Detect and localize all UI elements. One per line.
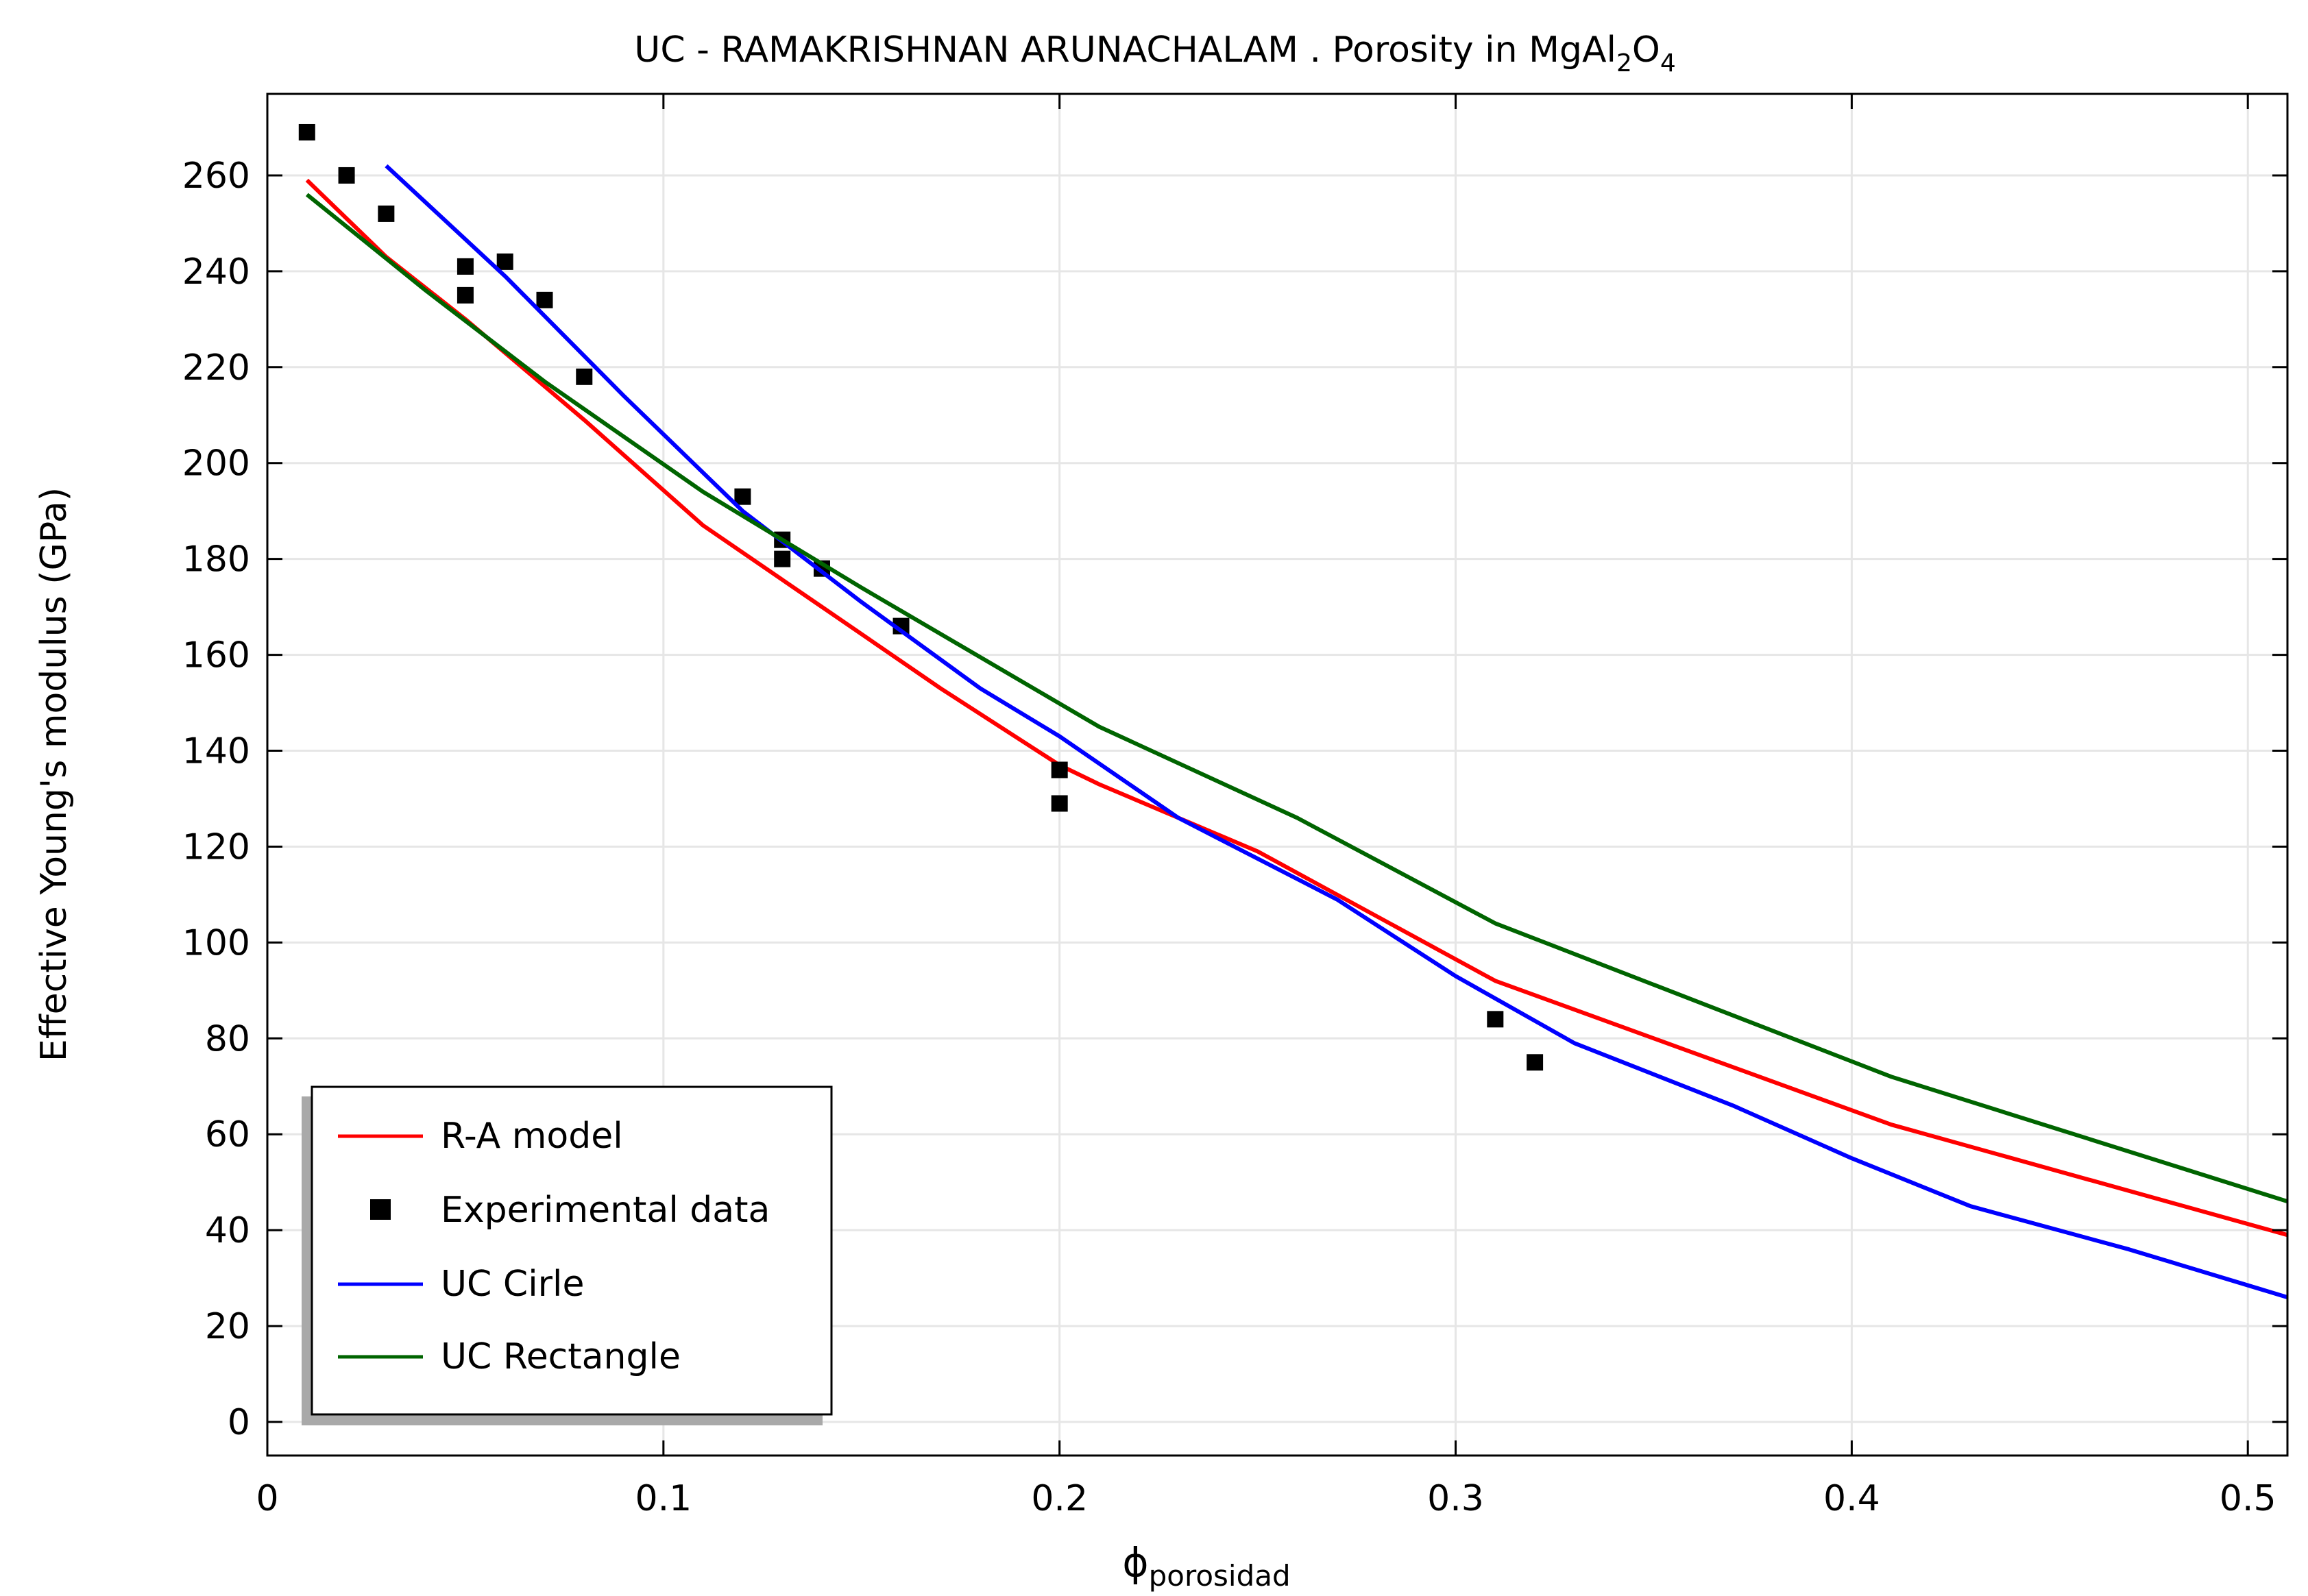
plot-frame [266, 93, 2289, 1457]
data-point [1051, 795, 1068, 812]
data-point [576, 368, 593, 385]
y-tick-label: 40 [205, 1210, 250, 1251]
y-tick-label: 80 [205, 1018, 250, 1059]
title-main: UC - RAMAKRISHNAN ARUNACHALAM . Porosity… [634, 29, 1616, 71]
y-tick-label: 0 [228, 1402, 250, 1443]
legend: R-A model Experimental data UC Cirle UC … [302, 1085, 833, 1425]
x-axis-label: ϕporosidad [1122, 1539, 1290, 1593]
x-tick-label: 0.5 [2220, 1478, 2276, 1519]
data-point [298, 123, 315, 140]
data-point [1487, 1011, 1504, 1028]
data-point [1527, 1054, 1544, 1071]
title-mid: O [1632, 29, 1660, 71]
axis-ticks: 0 0.1 0.2 0.3 0.4 0.5 0 20 40 60 80 100 120 140 160 180… [182, 94, 2287, 1519]
title-subscript-1: 2 [1616, 49, 1632, 77]
x-axis-label-subscript: porosidad [1149, 1559, 1291, 1593]
x-tick-label: 0 [256, 1478, 278, 1519]
y-tick-label: 100 [182, 922, 250, 963]
data-point [1051, 761, 1068, 778]
y-tick-label: 60 [205, 1114, 250, 1155]
data-point [457, 286, 474, 304]
data-point [536, 291, 553, 308]
legend-box [311, 1085, 833, 1416]
legend-label-experimental-data: Experimental data [441, 1190, 770, 1231]
y-axis-label: Effective Young's modulus (GPa) [34, 487, 75, 1061]
data-point [378, 205, 395, 222]
data-point [734, 488, 751, 505]
y-tick-label: 160 [182, 635, 250, 676]
y-tick-label: 260 [182, 156, 250, 197]
series-line-uc-cirle [385, 164, 2288, 1299]
x-tick-label: 0.4 [1823, 1478, 1880, 1519]
y-tick-label: 140 [182, 731, 250, 772]
x-axis-label-symbol: ϕ [1122, 1539, 1148, 1586]
data-point [774, 550, 791, 567]
plot-series [298, 123, 2288, 1299]
y-tick-label: 240 [182, 251, 250, 293]
y-tick-label: 200 [182, 443, 250, 484]
chart-title: UC - RAMAKRISHNAN ARUNACHALAM . Porosity… [634, 29, 1675, 77]
y-tick-label: 180 [182, 539, 250, 580]
legend-label-uc-rectangle: UC Rectangle [441, 1336, 681, 1377]
data-point [496, 253, 513, 270]
x-tick-label: 0.2 [1031, 1478, 1088, 1519]
legend-swatch-experimental-data [370, 1199, 391, 1220]
y-tick-label: 120 [182, 826, 250, 868]
x-tick-label: 0.3 [1427, 1478, 1484, 1519]
series-line-uc-rectangle [305, 193, 2288, 1204]
title-subscript-2: 4 [1660, 49, 1676, 77]
x-tick-label: 0.1 [635, 1478, 692, 1519]
legend-label-uc-cirle: UC Cirle [441, 1264, 584, 1305]
data-point [457, 258, 474, 275]
legend-label-ra-model: R-A model [441, 1116, 623, 1157]
data-point [338, 167, 355, 184]
y-tick-label: 220 [182, 347, 250, 389]
y-tick-label: 20 [205, 1306, 250, 1347]
